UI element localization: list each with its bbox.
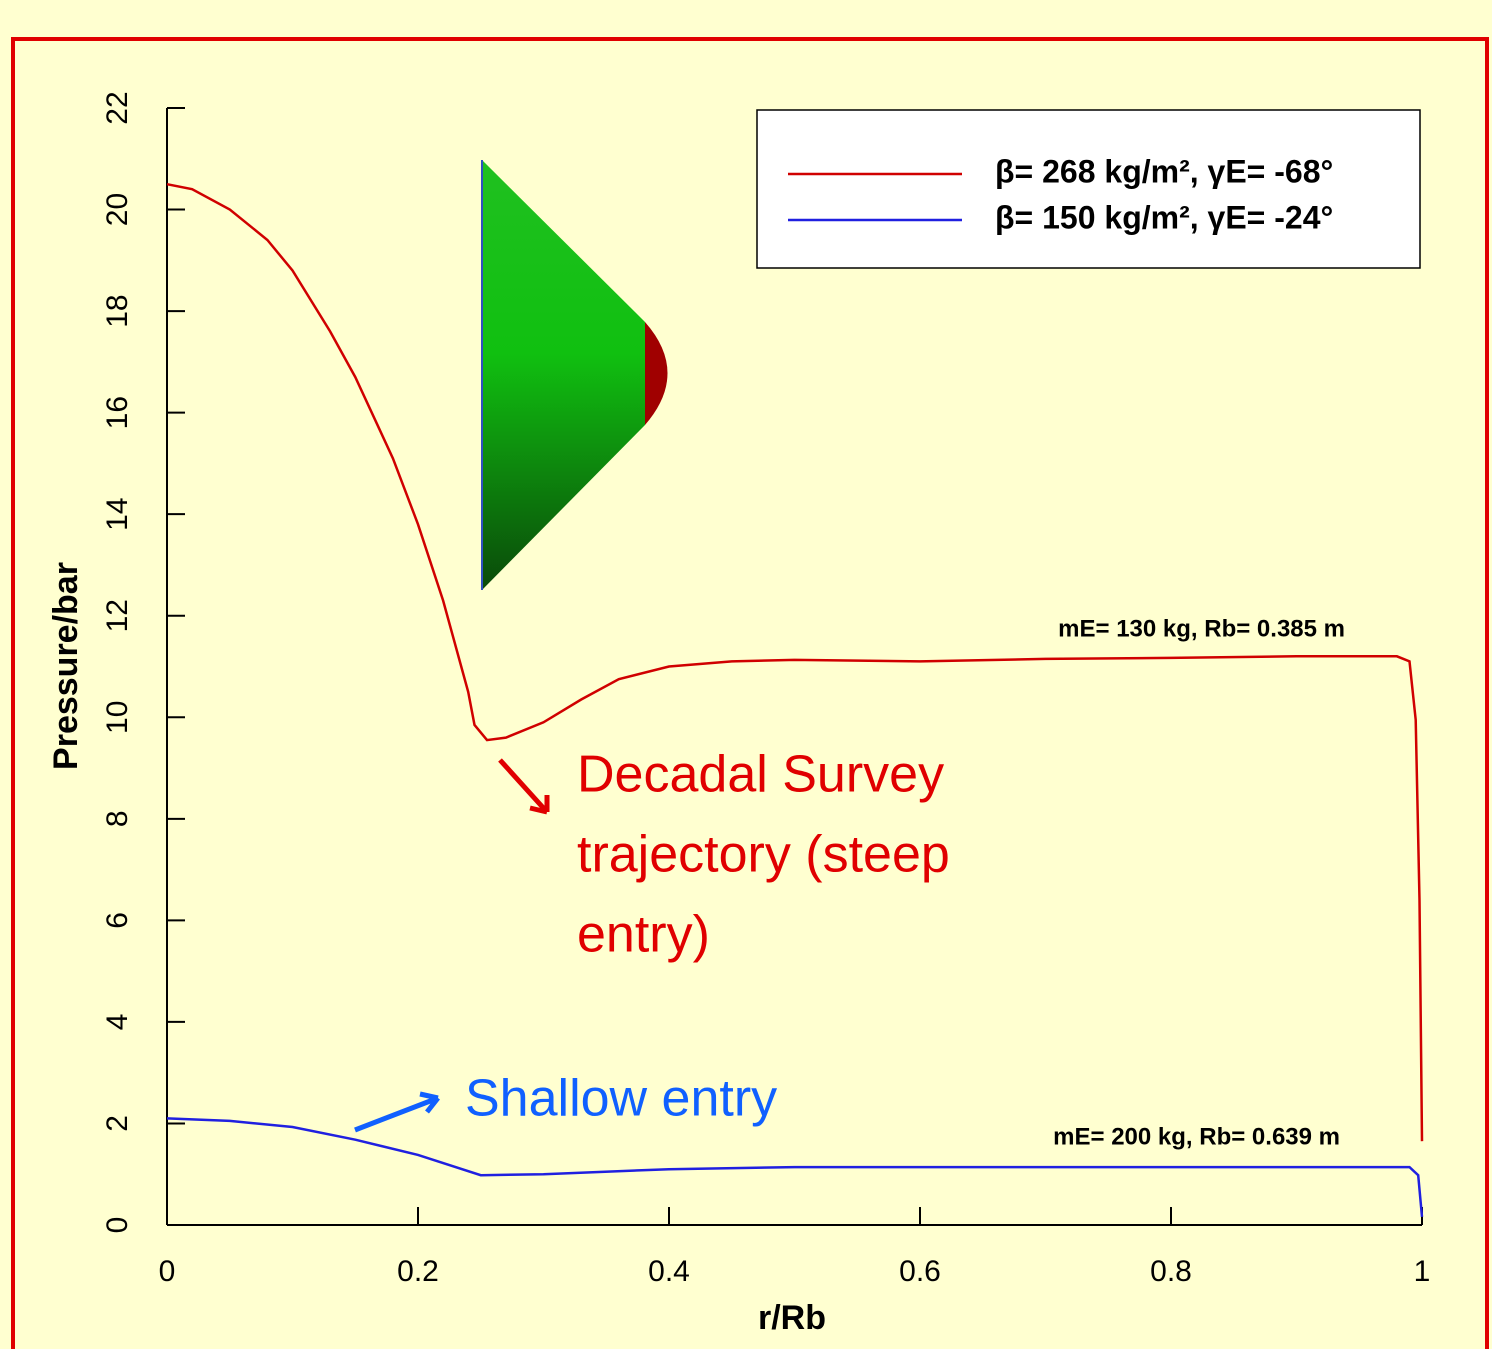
chart: r/Rb Pressure/bar mE= 130 kg, Rb= 0.385 … [0, 0, 1492, 1349]
annotation: trajectory (steep [577, 826, 950, 884]
y-tick-label: 0 [101, 1217, 134, 1234]
y-tick-label: 10 [101, 701, 134, 734]
y-tick-label: 12 [101, 599, 134, 632]
annotation: Shallow entry [465, 1070, 777, 1128]
x-tick-label: 0.8 [1150, 1255, 1192, 1288]
x-tick-label: 0.2 [397, 1255, 439, 1288]
annotation: Decadal Survey [577, 746, 944, 804]
annotation: mE= 200 kg, Rb= 0.639 m [1053, 1123, 1340, 1150]
x-tick-label: 1 [1414, 1255, 1431, 1288]
annotation: entry) [577, 906, 710, 964]
y-tick-label: 8 [101, 810, 134, 827]
y-tick-label: 22 [101, 91, 134, 124]
y-tick-label: 2 [101, 1115, 134, 1132]
y-tick-label: 14 [101, 497, 134, 530]
legend-label: β= 150 kg/m², γE= -24° [995, 199, 1333, 235]
y-tick-label: 6 [101, 912, 134, 929]
y-tick-label: 16 [101, 396, 134, 429]
y-tick-label: 4 [101, 1014, 134, 1031]
x-tick-label: 0 [159, 1255, 176, 1288]
x-tick-label: 0.6 [899, 1255, 941, 1288]
annotation: mE= 130 kg, Rb= 0.385 m [1058, 615, 1345, 642]
y-axis-label: Pressure/bar [47, 562, 85, 770]
x-tick-label: 0.4 [648, 1255, 690, 1288]
legend-label: β= 268 kg/m², γE= -68° [995, 153, 1333, 189]
y-tick-label: 18 [101, 294, 134, 327]
y-tick-label: 20 [101, 193, 134, 226]
x-axis-label: r/Rb [758, 1299, 826, 1337]
